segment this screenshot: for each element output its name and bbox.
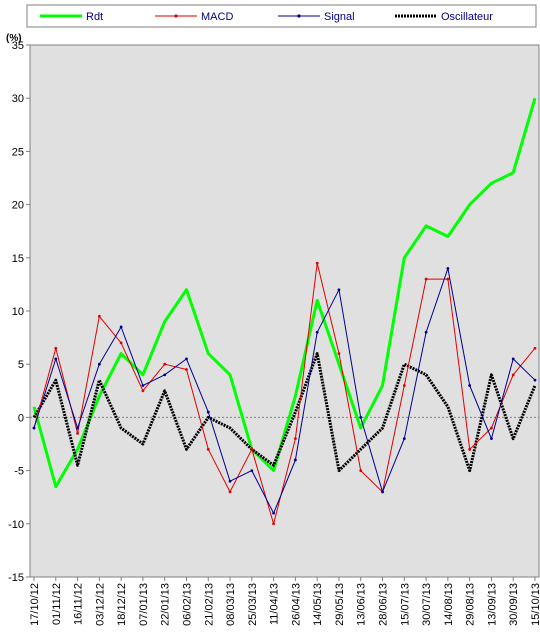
x-tick-label: 18/12/12 xyxy=(116,583,128,626)
data-point-macd xyxy=(250,447,254,451)
x-tick-label: 29/05/13 xyxy=(334,583,346,626)
x-tick-label: 30/09/13 xyxy=(508,583,520,626)
data-point-signal xyxy=(54,357,58,361)
data-point-macd xyxy=(185,368,188,371)
legend-label-macd: MACD xyxy=(201,11,233,23)
data-point-signal xyxy=(206,410,210,414)
data-point-macd xyxy=(119,341,123,345)
legend-label-oscillateur: Oscillateur xyxy=(441,11,493,23)
x-tick-label: 15/10/13 xyxy=(530,583,540,626)
data-point-signal xyxy=(163,373,167,377)
data-point-signal xyxy=(315,330,319,334)
x-tick-label: 06/02/13 xyxy=(181,583,193,626)
x-tick-label: 30/07/13 xyxy=(421,583,433,626)
y-tick-label: 5 xyxy=(18,359,24,371)
legend-label-signal: Signal xyxy=(324,11,355,23)
x-tick-label: 26/04/13 xyxy=(290,583,302,626)
data-point-signal xyxy=(402,437,406,441)
x-tick-label: 14/05/13 xyxy=(312,583,324,626)
data-point-signal xyxy=(272,511,276,515)
x-axis: 17/10/12 01/11/12 16/11/12 03/12/12 18/12/12… xyxy=(29,577,540,626)
x-tick-label: 14/08/13 xyxy=(443,583,455,626)
x-tick-label: 07/01/13 xyxy=(138,583,150,626)
y-tick-label: 15 xyxy=(12,253,24,265)
data-point-macd xyxy=(315,261,319,265)
plot-area xyxy=(29,44,540,578)
data-point-macd xyxy=(293,437,297,441)
x-tick-label: 25/03/13 xyxy=(247,583,259,626)
data-point-signal xyxy=(32,426,36,430)
data-point-signal xyxy=(446,267,450,270)
data-point-signal xyxy=(141,384,145,387)
data-point-signal xyxy=(293,458,297,462)
data-point-signal xyxy=(359,416,363,419)
series-layer xyxy=(32,97,537,526)
y-tick-label: 0 xyxy=(18,412,24,424)
data-point-signal xyxy=(381,490,384,494)
data-point-macd xyxy=(228,490,232,494)
data-point-signal xyxy=(76,426,79,430)
data-point-macd xyxy=(511,373,515,377)
series-line-oscillateur xyxy=(32,352,537,473)
x-tick-label: 01/11/12 xyxy=(51,583,63,625)
data-point-macd xyxy=(54,346,58,350)
series-line-rdt xyxy=(32,97,537,489)
x-tick-label: 28/06/13 xyxy=(378,583,390,626)
legend: Rdt MACD Signal Oscillateur xyxy=(40,11,493,23)
data-point-macd xyxy=(206,447,210,451)
data-point-signal xyxy=(468,384,472,387)
y-tick-label: -10 xyxy=(8,519,24,531)
x-tick-label: 17/10/12 xyxy=(29,583,41,626)
x-tick-label: 03/12/12 xyxy=(94,583,106,626)
data-point-macd xyxy=(468,447,472,451)
y-tick-label: 35 xyxy=(12,40,24,52)
data-point-macd xyxy=(163,362,167,366)
y-tick-label: 25 xyxy=(12,146,24,158)
y-axis: 35 30 25 20 15 10 5 0 -5 -10 -15 xyxy=(8,40,30,584)
data-point-macd xyxy=(402,384,406,387)
x-tick-label: 13/06/13 xyxy=(356,583,368,626)
data-point-macd xyxy=(141,389,145,393)
y-tick-label: 30 xyxy=(12,93,24,105)
data-point-signal xyxy=(533,378,537,382)
y-tick-label: -15 xyxy=(8,572,24,584)
x-tick-label: 22/01/13 xyxy=(160,583,172,626)
y-axis-unit-label: (%) xyxy=(6,33,22,44)
y-tick-label: -5 xyxy=(14,466,24,478)
legend-marker-signal xyxy=(297,14,301,18)
data-point-signal xyxy=(337,288,341,292)
data-point-signal xyxy=(97,362,101,366)
data-point-macd xyxy=(359,469,363,472)
x-tick-label: 21/02/13 xyxy=(203,583,215,626)
data-point-signal xyxy=(250,469,254,472)
x-tick-label: 15/07/13 xyxy=(399,583,411,626)
data-point-macd xyxy=(76,431,79,435)
data-point-signal xyxy=(228,479,232,483)
data-point-macd xyxy=(446,277,450,281)
data-point-signal xyxy=(424,330,428,334)
x-tick-label: 08/03/13 xyxy=(225,583,237,626)
data-point-signal xyxy=(511,357,515,361)
x-tick-label: 13/09/13 xyxy=(486,583,498,626)
y-tick-label: 20 xyxy=(12,200,24,212)
data-point-macd xyxy=(337,352,341,355)
data-point-macd xyxy=(490,426,493,430)
x-tick-label: 11/04/13 xyxy=(269,583,281,625)
x-tick-label: 16/11/12 xyxy=(73,583,85,625)
legend-marker-macd xyxy=(174,14,178,18)
y-tick-label: 10 xyxy=(12,306,24,318)
data-point-macd xyxy=(97,314,101,318)
series-line-macd xyxy=(33,262,536,525)
data-point-macd xyxy=(272,522,276,526)
legend-label-rdt: Rdt xyxy=(86,11,103,23)
data-point-signal xyxy=(119,325,123,329)
data-point-signal xyxy=(490,437,493,441)
x-tick-label: 29/08/13 xyxy=(465,583,477,626)
data-point-macd xyxy=(424,277,428,281)
series-line-signal xyxy=(33,267,536,514)
data-point-signal xyxy=(185,357,188,361)
data-point-macd xyxy=(533,346,537,350)
